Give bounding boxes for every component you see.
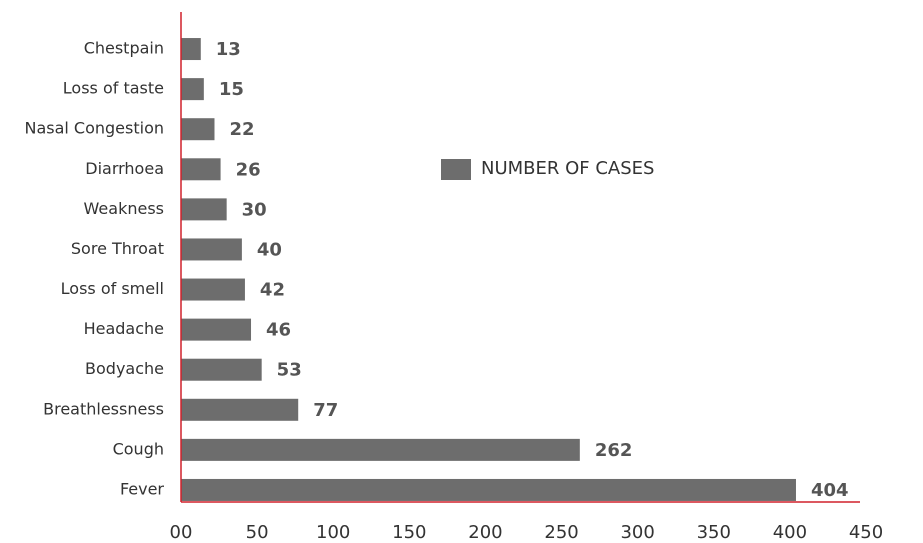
x-tick-label: 200 xyxy=(468,522,502,543)
bar xyxy=(181,238,242,261)
data-label: 13 xyxy=(216,39,241,60)
bar xyxy=(181,358,262,381)
x-tick-label: 00 xyxy=(170,522,193,543)
bar xyxy=(181,78,204,101)
y-tick-label: Diarrhoea xyxy=(85,159,164,178)
bar xyxy=(181,438,580,461)
data-label: 26 xyxy=(236,159,261,180)
bar xyxy=(181,278,245,301)
x-tick-label: 450 xyxy=(849,522,883,543)
y-tick-label: Nasal Congestion xyxy=(24,119,164,138)
y-tick-label: Breathlessness xyxy=(43,399,164,418)
data-label: 404 xyxy=(811,480,849,501)
x-tick-label: 250 xyxy=(544,522,578,543)
y-tick-label: Bodyache xyxy=(85,359,164,378)
x-tick-label: 350 xyxy=(697,522,731,543)
y-tick-label: Headache xyxy=(84,319,164,338)
data-label: 77 xyxy=(313,400,338,421)
x-tick-label: 300 xyxy=(620,522,654,543)
bar xyxy=(181,478,796,501)
legend-swatch xyxy=(441,159,471,180)
bar xyxy=(181,158,221,181)
bar xyxy=(181,318,252,341)
y-tick-label: Cough xyxy=(113,439,164,458)
bar xyxy=(181,38,201,61)
data-label: 30 xyxy=(242,199,267,220)
data-label: 53 xyxy=(277,360,302,381)
y-tick-label: Loss of taste xyxy=(63,79,164,98)
y-tick-label: Loss of smell xyxy=(61,279,164,298)
legend-label: NUMBER OF CASES xyxy=(481,158,654,179)
bar xyxy=(181,398,299,421)
data-label: 42 xyxy=(260,280,285,301)
x-tick-label: 50 xyxy=(246,522,269,543)
y-tick-label: Chestpain xyxy=(84,39,164,58)
data-label: 22 xyxy=(229,119,254,140)
x-tick-label: 400 xyxy=(773,522,807,543)
bar xyxy=(181,198,227,221)
y-tick-label: Sore Throat xyxy=(71,239,164,258)
data-label: 40 xyxy=(257,239,282,260)
data-label: 262 xyxy=(595,440,633,461)
data-label: 15 xyxy=(219,79,244,100)
y-tick-label: Weakness xyxy=(84,199,164,218)
y-tick-label: Fever xyxy=(120,479,164,498)
bar xyxy=(181,118,215,141)
data-label: 46 xyxy=(266,320,291,341)
x-tick-label: 100 xyxy=(316,522,350,543)
x-tick-label: 150 xyxy=(392,522,426,543)
